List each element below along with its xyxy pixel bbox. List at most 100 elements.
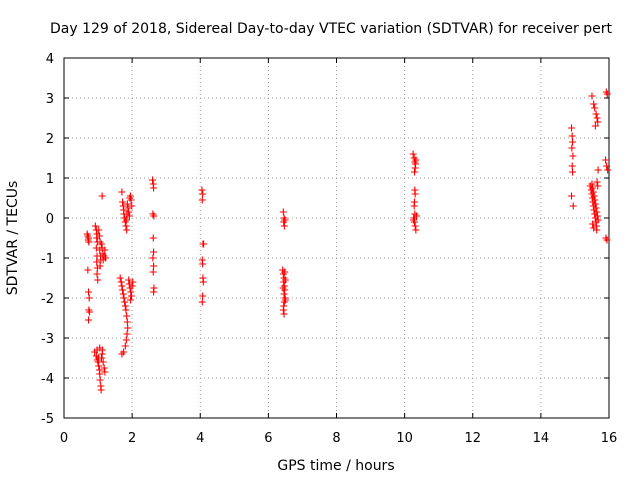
data-point (118, 188, 126, 196)
data-point (594, 166, 602, 174)
data-point (568, 192, 576, 200)
data-point (126, 296, 134, 304)
data-point (281, 296, 289, 304)
data-point (593, 114, 601, 122)
data-point (603, 90, 611, 98)
y-tick-label: -2 (41, 292, 54, 307)
data-point (117, 278, 125, 286)
data-point (125, 276, 133, 284)
data-point (200, 240, 208, 248)
data-point (594, 118, 602, 126)
data-point (127, 196, 135, 204)
data-point (569, 138, 577, 146)
data-point (149, 234, 157, 242)
data-point (122, 216, 130, 224)
y-tick-label: -1 (41, 252, 54, 267)
data-point (281, 276, 289, 284)
data-point (198, 298, 206, 306)
data-point (120, 294, 128, 302)
data-point (590, 100, 598, 108)
data-point (281, 268, 289, 276)
data-point (593, 212, 601, 220)
data-point (589, 220, 597, 228)
data-point (121, 298, 129, 306)
data-point (95, 232, 103, 240)
data-point (593, 208, 601, 216)
data-point (118, 282, 126, 290)
y-tick-label: 2 (46, 132, 54, 147)
data-point (123, 200, 131, 208)
data-point (149, 268, 157, 276)
data-point (93, 258, 101, 266)
data-point (102, 254, 110, 262)
data-point (280, 222, 288, 230)
data-point (411, 190, 419, 198)
data-points (83, 88, 612, 394)
data-point (589, 188, 597, 196)
x-tick-label: 6 (264, 431, 272, 446)
x-tick-label: 14 (533, 431, 550, 446)
data-point (150, 184, 158, 192)
data-point (96, 376, 104, 384)
data-point (592, 204, 600, 212)
data-point (591, 196, 599, 204)
data-point (149, 176, 157, 184)
data-point (95, 362, 103, 370)
data-point (568, 132, 576, 140)
data-point (94, 354, 102, 362)
data-point (280, 290, 288, 298)
data-point (94, 276, 102, 284)
data-point (603, 162, 611, 170)
data-point (199, 190, 207, 198)
data-point (413, 212, 421, 220)
data-point (568, 162, 576, 170)
grid-lines (64, 58, 609, 418)
data-point (96, 262, 104, 270)
data-point (123, 318, 131, 326)
data-point (199, 292, 207, 300)
data-point (91, 222, 99, 230)
data-point (409, 150, 417, 158)
data-point (97, 240, 105, 248)
data-point (409, 216, 417, 224)
chart-title: Day 129 of 2018, Sidereal Day-to-day VTE… (50, 21, 612, 37)
data-point (129, 278, 137, 286)
data-point (279, 306, 287, 314)
data-point (85, 294, 93, 302)
data-point (126, 192, 134, 200)
data-point (150, 248, 158, 256)
data-point (199, 278, 207, 286)
data-point (568, 124, 576, 132)
data-point (594, 216, 602, 224)
data-point (123, 312, 131, 320)
data-point (121, 302, 129, 310)
data-point (116, 274, 124, 282)
data-point (591, 122, 599, 130)
data-point (123, 226, 131, 234)
x-tick-label: 2 (128, 431, 136, 446)
data-point (122, 306, 130, 314)
data-point (592, 110, 600, 118)
data-point (279, 284, 287, 292)
data-point (603, 236, 611, 244)
data-point (95, 226, 103, 234)
data-point (149, 254, 157, 262)
data-point (198, 196, 206, 204)
data-point (280, 310, 288, 318)
data-point (602, 156, 610, 164)
data-point (589, 184, 597, 192)
data-point (590, 224, 598, 232)
data-point (568, 144, 576, 152)
data-point (588, 180, 596, 188)
data-point (411, 168, 419, 176)
data-point (93, 270, 101, 278)
data-point (198, 186, 206, 194)
data-point (150, 288, 158, 296)
data-point (123, 330, 131, 338)
data-point (101, 246, 109, 254)
x-axis-label: GPS time / hours (277, 458, 394, 474)
data-point (412, 226, 420, 234)
data-point (122, 336, 130, 344)
data-point (569, 168, 577, 176)
data-point (93, 346, 101, 354)
